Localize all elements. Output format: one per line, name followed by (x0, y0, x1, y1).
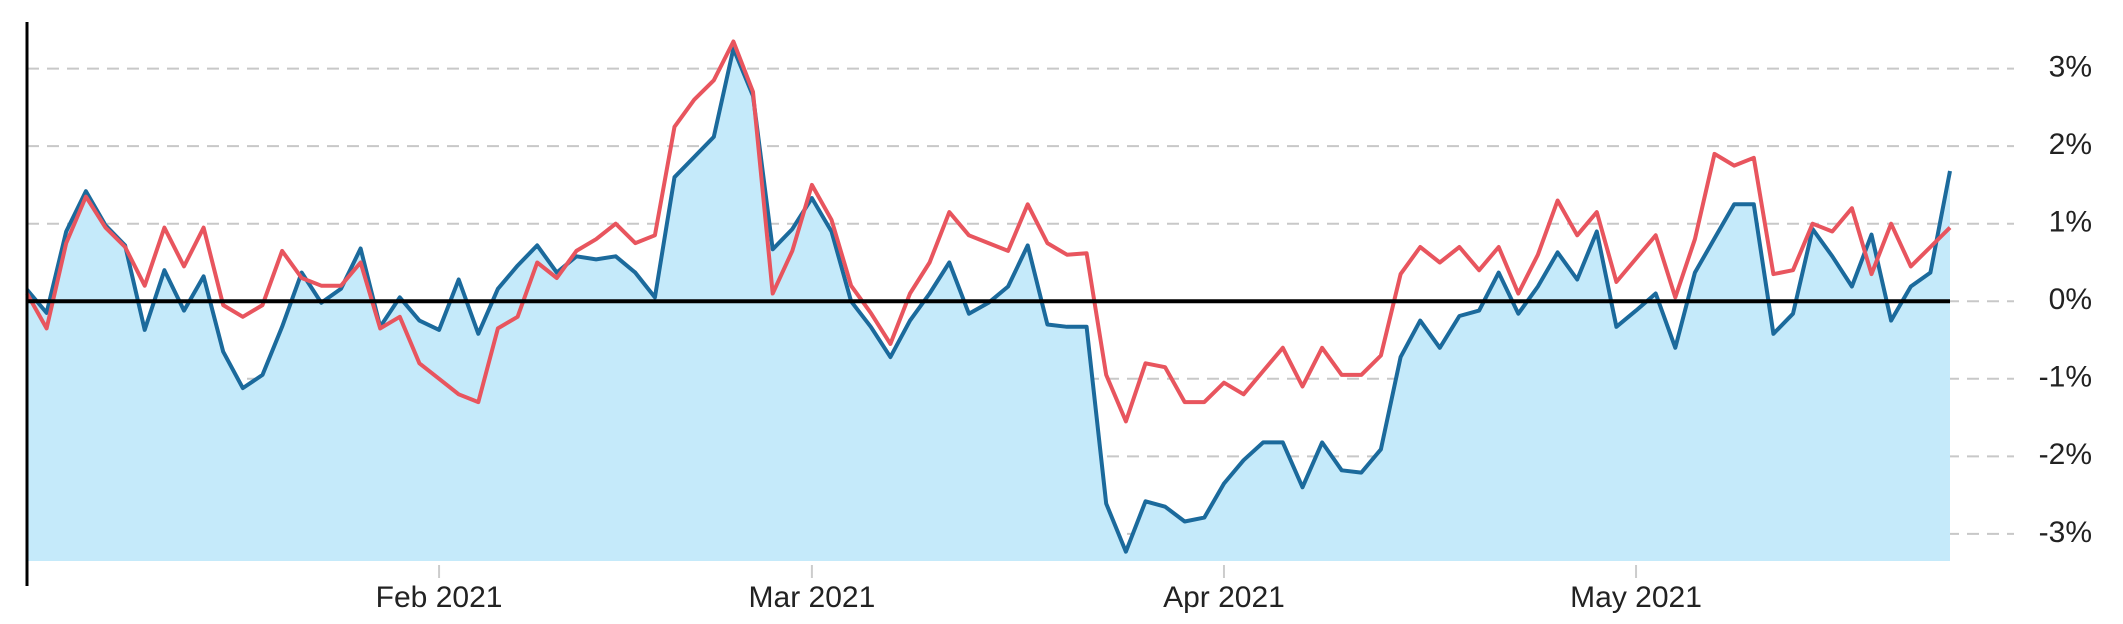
y-tick-label: -3% (2039, 516, 2092, 549)
y-tick-label: 0% (2049, 283, 2092, 316)
y-tick-label: -2% (2039, 438, 2092, 471)
y-tick-label: 3% (2049, 51, 2092, 84)
x-tick-label: May 2021 (1570, 581, 1702, 614)
x-tick-label: Feb 2021 (376, 581, 503, 614)
y-tick-label: 1% (2049, 206, 2092, 239)
y-tick-label: -1% (2039, 361, 2092, 394)
x-tick-label: Mar 2021 (749, 581, 876, 614)
y-tick-label: 2% (2049, 128, 2092, 161)
x-tick-label: Apr 2021 (1163, 581, 1285, 614)
line (25, 39, 1952, 424)
